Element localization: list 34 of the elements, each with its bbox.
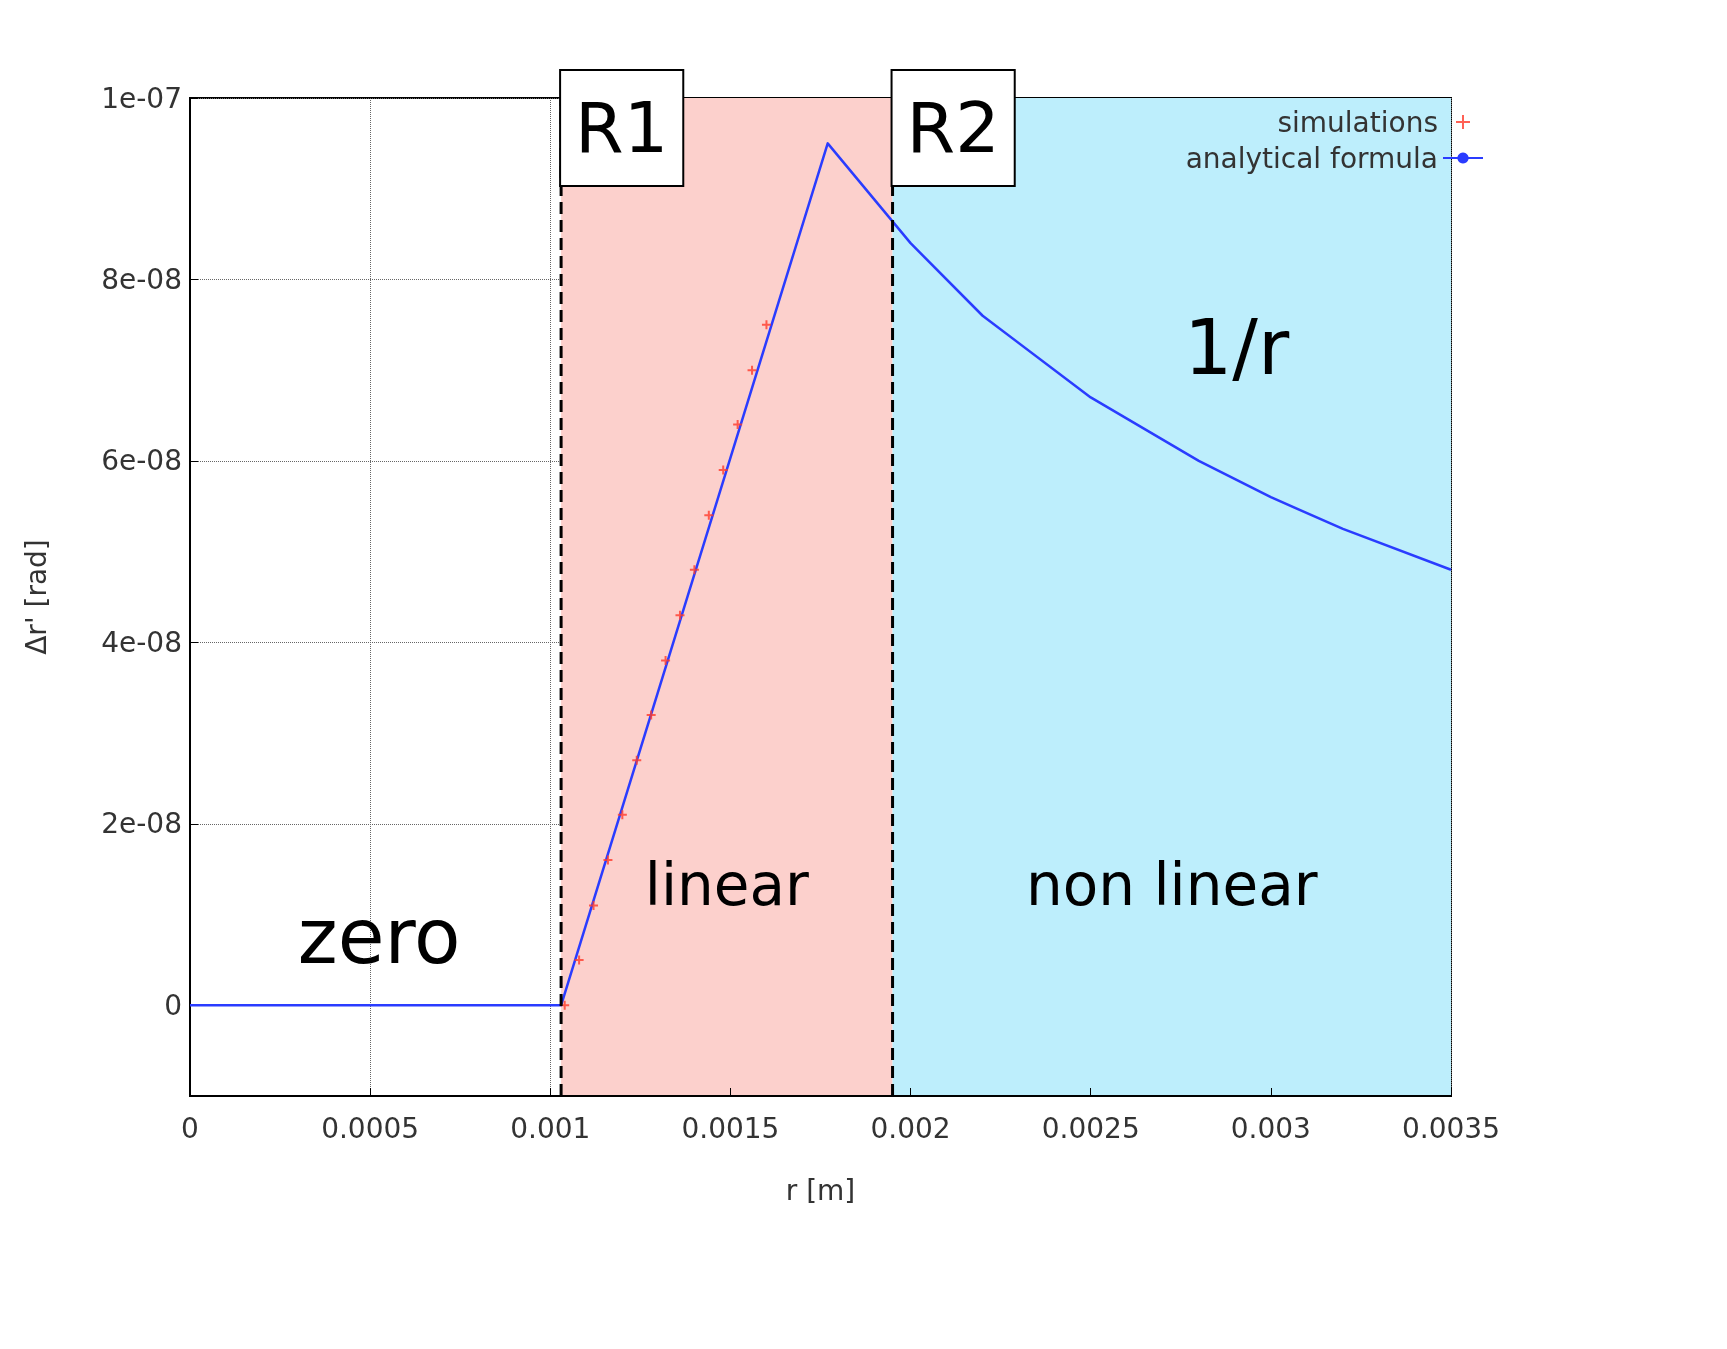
point [760,319,772,331]
legend-label: analytical formula [1185,141,1438,175]
y-tick-label: 0 [164,988,182,1022]
ref-line-label: R2 [906,87,1000,169]
x-tick-label: 0.0005 [321,1111,420,1145]
y-tick-label: 6e-08 [101,444,182,478]
band-label: non linear [1026,851,1318,920]
y-tick-label: 4e-08 [101,625,182,659]
point [645,709,657,721]
point [602,854,614,866]
point [703,509,715,521]
y-axis-title: Δr' [rad] [19,539,53,655]
point [573,954,585,966]
x-tick-label: 0.0015 [681,1111,780,1145]
y-tick-label: 8e-08 [101,262,182,296]
legend-label: simulations [1277,105,1438,139]
point [688,564,700,576]
point [717,464,729,476]
band-label: linear [644,851,810,920]
x-tick-label: 0.0025 [1041,1111,1140,1145]
point [674,609,686,621]
x-axis-title: r [m] [785,1173,856,1207]
point [631,754,643,766]
y-tick-label: 1e-07 [101,81,182,115]
ref-line-label: R1 [575,87,669,169]
x-tick-label: 0.0035 [1402,1111,1500,1145]
annotation: 1/r [1184,303,1290,392]
annotation: zero [297,891,461,981]
x-tick-label: 0.001 [510,1111,591,1145]
point [746,364,758,376]
point [616,809,628,821]
y-tick-label: 2e-08 [101,807,182,841]
x-tick-label: 0.002 [870,1111,951,1145]
x-tick-label: 0.003 [1230,1111,1311,1145]
